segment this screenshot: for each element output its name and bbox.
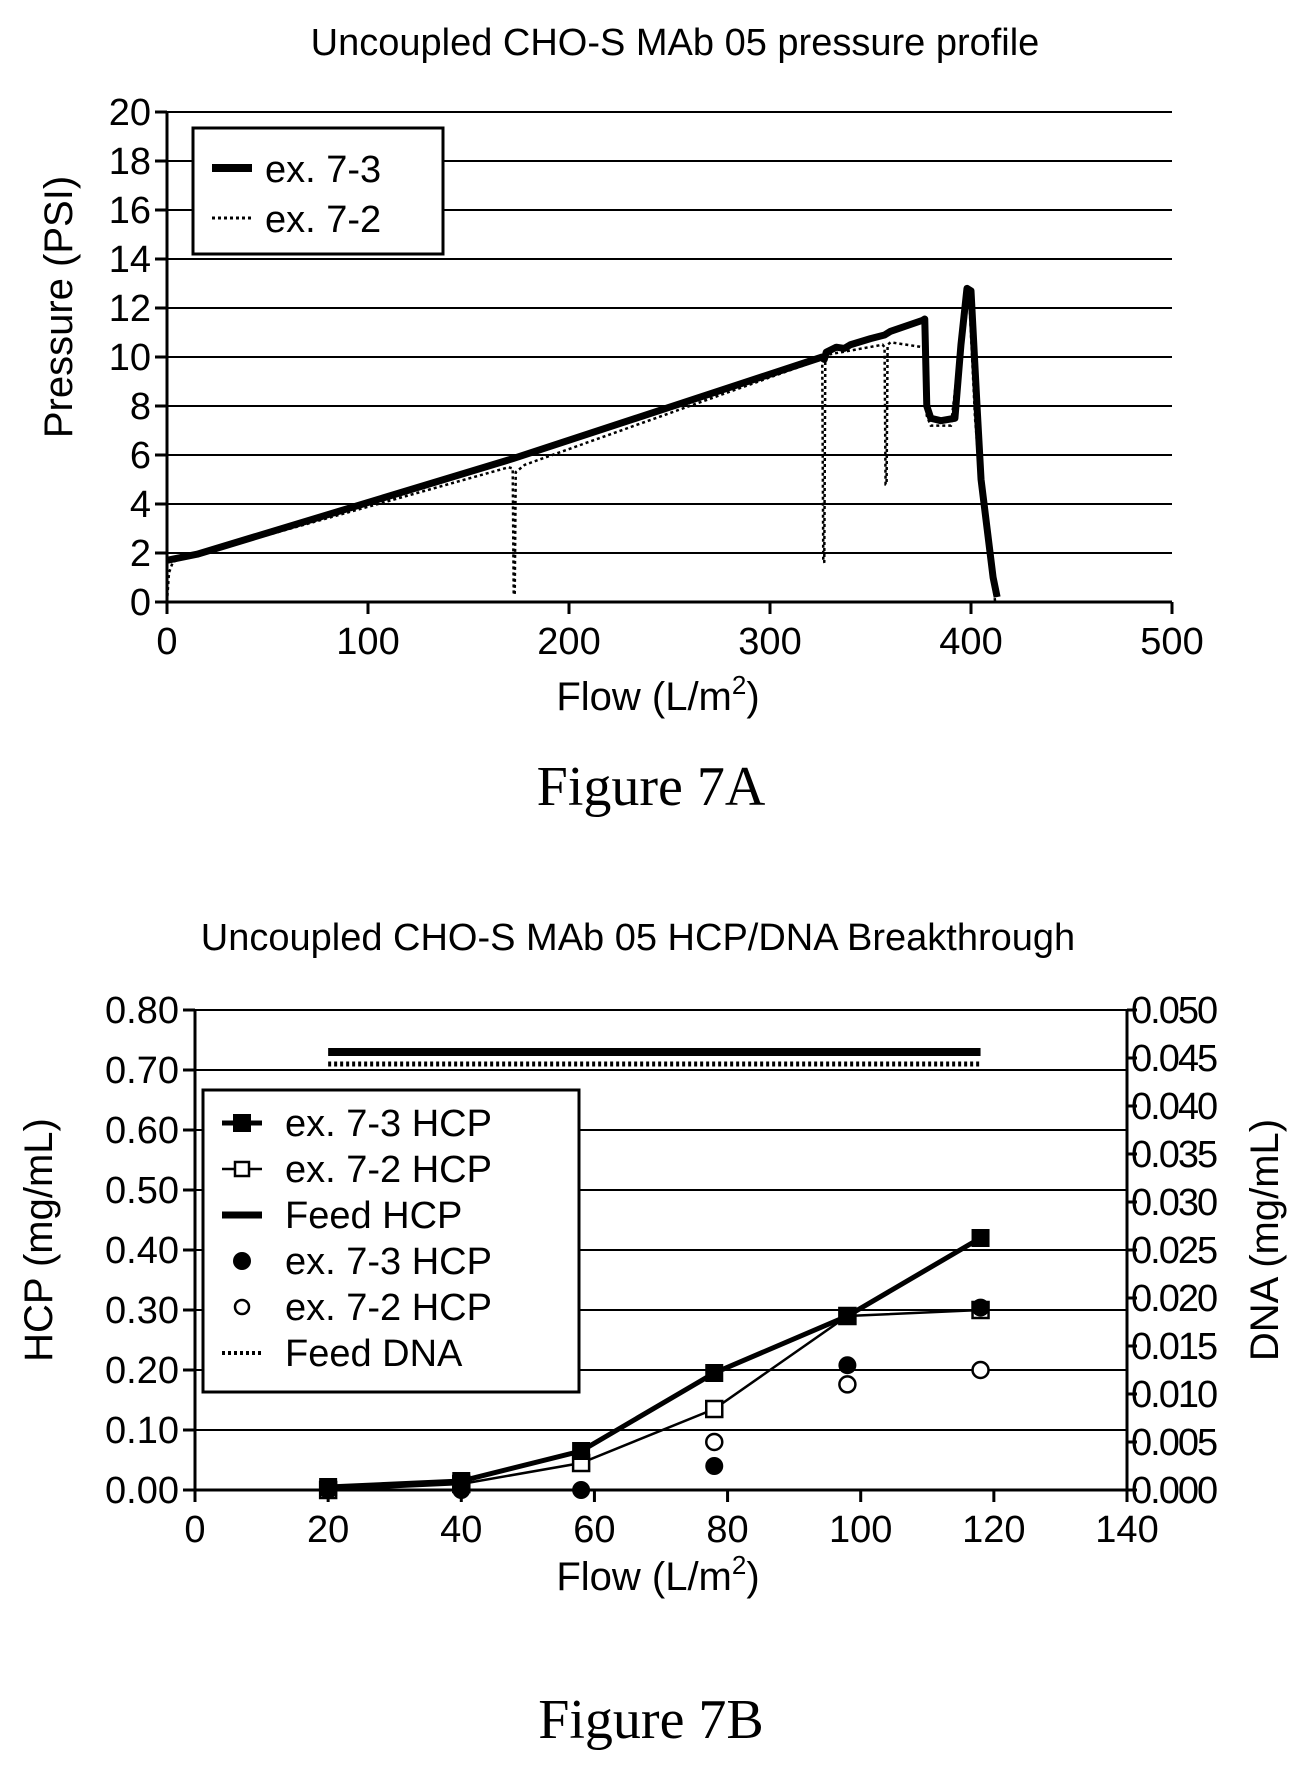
ex73-dna-point <box>971 1298 990 1317</box>
chart-a-title: Uncoupled CHO-S MAb 05 pressure profile <box>311 22 1040 64</box>
ex73-hcp-line <box>328 1235 982 1490</box>
ex72-dna-point <box>971 1360 990 1380</box>
x-tick-label: 200 <box>537 621 600 663</box>
chart-a-legend-box <box>191 126 445 256</box>
y-tick-label: 10 <box>109 337 151 379</box>
figure-b-caption: Figure 7B <box>538 1689 764 1751</box>
chart-a-legend: ex. 7-3 ex. 7-2 <box>191 126 445 256</box>
x-tick-label: 60 <box>573 1509 615 1551</box>
x-tick-label: 20 <box>307 1509 349 1551</box>
y-tick-label: 20 <box>109 92 151 134</box>
ex72-dna-point <box>705 1432 724 1452</box>
y2-tick-label: 0.015 <box>1131 1326 1217 1368</box>
chart-a-series <box>165 284 1001 603</box>
x-tick-label: 140 <box>1095 1509 1158 1551</box>
chart-a-y-axis-label: Pressure (PSI) <box>37 176 81 438</box>
y-tick-label: 4 <box>130 484 151 526</box>
y-tick-label: 18 <box>109 141 151 183</box>
y-tick-label: 16 <box>109 190 151 232</box>
y-tick-label: 6 <box>130 435 151 477</box>
x-tick-label: 40 <box>440 1509 482 1551</box>
y2-tick-label: 0.040 <box>1131 1086 1217 1128</box>
y-tick-label: 0.30 <box>105 1290 179 1332</box>
y2-tick-label: 0.045 <box>1131 1038 1217 1080</box>
legend-b-swatch-marker <box>233 1252 251 1270</box>
y-tick-label: 0.00 <box>105 1470 179 1512</box>
x-tick-label: 0 <box>184 1509 205 1551</box>
x-tick-label: 300 <box>738 621 801 663</box>
ex73-hcp-point <box>705 1364 724 1382</box>
y2-tick-label: 0.000 <box>1131 1470 1217 1512</box>
y-tick-label: 0.20 <box>105 1350 179 1392</box>
y-tick-label: 0.40 <box>105 1230 179 1272</box>
chart-b-y2-axis-label: DNA (mg/mL) <box>1243 1119 1287 1361</box>
chart-a-x-axis-label: Flow (L/m2) <box>556 670 759 719</box>
chart-b-x-axis-label: Flow (L/m2) <box>556 1550 759 1599</box>
chart-a-axes <box>155 110 1174 614</box>
ex72-dna-point <box>838 1375 857 1394</box>
legend-b-label: Feed DNA <box>285 1333 463 1375</box>
y2-tick-label: 0.030 <box>1131 1182 1217 1224</box>
y-tick-label: 14 <box>109 239 151 281</box>
x-tick-label: 400 <box>939 621 1002 663</box>
chart-b-y-tick-labels: 0.00 0.10 0.20 0.30 0.40 0.50 0.60 0.70 0.80 <box>105 990 179 1512</box>
y-tick-label: 0.50 <box>105 1170 179 1212</box>
y2-tick-label: 0.005 <box>1131 1422 1217 1464</box>
series-line-ex73 <box>166 284 1001 598</box>
y2-tick-label: 0.050 <box>1131 990 1217 1032</box>
chart-b-series <box>318 1048 990 1500</box>
x-tick-label: 0 <box>156 621 177 663</box>
legend-b-swatch-marker <box>233 1114 251 1132</box>
figure-a-caption: Figure 7A <box>536 756 766 818</box>
y2-tick-label: 0.020 <box>1131 1278 1217 1320</box>
chart-b-legend-box <box>201 1088 581 1394</box>
series-line-ex72 <box>165 291 997 603</box>
x-tick-label: 500 <box>1140 621 1203 663</box>
ex73-dna-point <box>705 1457 724 1475</box>
x-tick-label: 80 <box>706 1509 748 1551</box>
y2-tick-label: 0.010 <box>1131 1374 1217 1416</box>
hcp-dna-breakthrough-chart: Uncoupled CHO-S MAb 05 HCP/DNA Breakthro… <box>17 917 1287 1599</box>
y2-tick-label: 0.025 <box>1131 1230 1217 1272</box>
legend-b-label: ex. 7-3 HCP <box>285 1103 492 1145</box>
legend-a-label-ex72: ex. 7-2 <box>265 199 381 241</box>
x-tick-label: 100 <box>336 621 399 663</box>
pressure-profile-chart: Uncoupled CHO-S MAb 05 pressure profile … <box>37 22 1204 719</box>
chart-b-axes <box>183 1008 1137 1502</box>
y-tick-label: 0 <box>130 582 151 624</box>
y-tick-label: 0.10 <box>105 1410 179 1452</box>
ex73-hcp-point <box>572 1442 591 1460</box>
legend-b-label: ex. 7-2 HCP <box>285 1287 492 1329</box>
chart-b-y2-tick-labels: 0.000 0.005 0.010 0.015 0.020 0.025 0.030 0.035… <box>1131 990 1219 1512</box>
y-tick-label: 0.70 <box>105 1050 179 1092</box>
y-tick-label: 2 <box>130 533 151 575</box>
legend-a-label-ex73: ex. 7-3 <box>265 149 381 191</box>
ex73-hcp-point <box>838 1307 857 1325</box>
chart-b-title: Uncoupled CHO-S MAb 05 HCP/DNA Breakthro… <box>201 917 1075 959</box>
chart-b-y-axis-label: HCP (mg/mL) <box>17 1118 61 1362</box>
legend-b-label: Feed HCP <box>285 1195 462 1237</box>
ex73-dna-point <box>838 1356 857 1375</box>
y-tick-label: 12 <box>109 288 151 330</box>
legend-b-swatch-marker <box>233 1298 251 1316</box>
x-tick-label: 100 <box>829 1509 892 1551</box>
y2-tick-label: 0.035 <box>1131 1134 1217 1176</box>
y-tick-label: 0.60 <box>105 1110 179 1152</box>
ex72-hcp-point <box>705 1399 724 1419</box>
chart-a-y-tick-labels: 0 2 4 6 8 10 12 14 16 18 20 <box>109 92 151 624</box>
legend-b-label: ex. 7-3 HCP <box>285 1241 492 1283</box>
chart-b-x-tick-labels: 0 20 40 60 80 100 120 140 <box>184 1509 1158 1551</box>
ex73-hcp-point <box>971 1229 990 1247</box>
ex72-hcp-line <box>328 1308 981 1492</box>
legend-b-swatch-marker <box>233 1160 251 1178</box>
legend-b-label: ex. 7-2 HCP <box>285 1149 492 1191</box>
x-tick-label: 120 <box>962 1509 1025 1551</box>
y-tick-label: 8 <box>130 386 151 428</box>
chart-a-x-tick-labels: 0 100 200 300 400 500 <box>156 621 1203 663</box>
y-tick-label: 0.80 <box>105 990 179 1032</box>
